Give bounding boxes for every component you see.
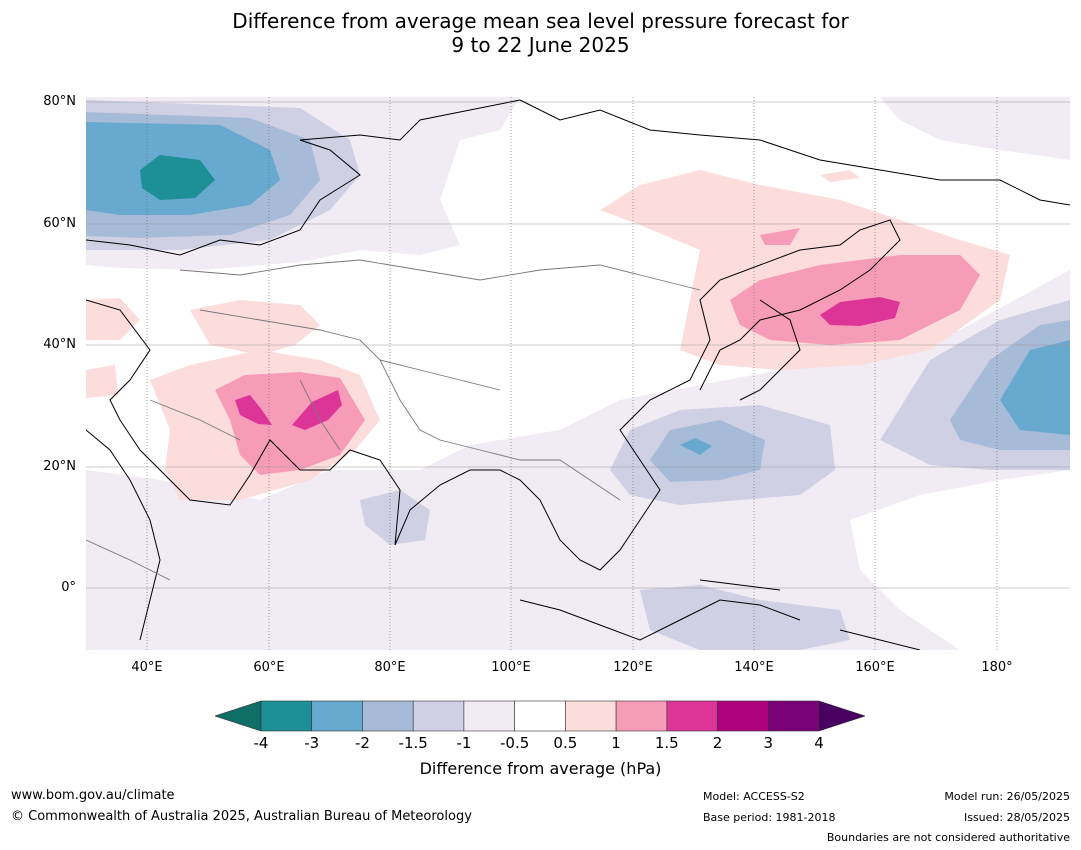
anomaly-region-neg05-northeast [880,97,1070,160]
lon-label-40e: 40°E [131,660,163,675]
footer-issued: Issued: 28/05/2025 [963,811,1070,824]
lon-label-80e: 80°E [374,660,406,675]
colorbar-segment [717,700,769,732]
colorbar-tick-label: -0.5 [499,734,530,752]
footer-website: www.bom.gov.au/climate [11,788,175,803]
colorbar-tick-label: -2 [354,734,370,752]
lat-label-20n: 20°N [43,459,76,474]
colorbar [215,700,865,732]
colorbar-tick-label: 2 [712,734,723,752]
title-line-2: 9 to 22 June 2025 [451,33,630,57]
colorbar-segment [615,700,668,732]
anomaly-region-neg1-indonesia [640,585,850,650]
colorbar-tick-label: -1 [456,734,472,752]
footer-disclaimer: Boundaries are not considered authoritat… [826,831,1070,844]
colorbar-segment [311,700,363,732]
anomaly-region-pos1-korea [760,228,800,245]
anomaly-region-pos1-okhotsk [730,255,980,345]
anomaly-region-neg2-central-pacific [1000,340,1070,435]
lon-label-120e: 120°E [613,660,653,675]
anomaly-region-pos15-okhotsk [820,297,900,326]
colorbar-label: Difference from average (hPa) [419,759,662,778]
lon-label-60e: 60°E [253,660,285,675]
colorbar-segment [463,700,515,732]
colorbar-segment [260,700,313,732]
anomaly-region-pos15-iran [235,395,272,425]
anomaly-region-pos05-north [820,170,860,182]
colorbar-tick-label: -1.5 [398,734,428,752]
longitude-gridlines [146,97,998,650]
colorbar-segment [514,700,566,732]
footer-model-run: Model run: 26/05/2025 [944,790,1070,803]
anomaly-region-neg1-bay [360,490,430,545]
anomaly-region-neg3-arctic [140,155,215,200]
colorbar-arrow-high [818,700,865,732]
lat-label-0: 0° [61,580,76,595]
lat-label-40n: 40°N [43,337,76,352]
anomaly-region-neg2-west-pacific [680,438,712,455]
colorbar-segment [666,700,718,732]
lon-label-140e: 140°E [734,660,774,675]
pressure-anomaly-map [86,97,1070,650]
colorbar-segment [362,700,414,732]
lon-label-160e: 160°E [855,660,895,675]
lon-label-180: 180° [981,660,1013,675]
colorbar-segment [767,700,820,732]
colorbar-tick-label: -3 [304,734,320,752]
colorbar-segment [412,700,465,732]
anomaly-region-neutral-pacific [850,470,1070,650]
latitude-gridlines [86,101,1070,589]
country-borders [86,259,701,581]
colorbar-tick-label: 0.5 [553,734,578,752]
lat-label-80n: 80°N [43,94,76,109]
lon-label-100e: 100°E [491,660,531,675]
anomaly-region-pos05-west2 [86,365,118,398]
colorbar-tick-label: 4 [814,734,824,752]
anomaly-region-neg15-west-pacific [650,420,765,482]
title-line-1: Difference from average mean sea level p… [232,9,849,33]
footer-copyright: © Commonwealth of Australia 2025, Austra… [11,809,472,824]
colorbar-arrow-low [215,700,262,732]
lat-label-60n: 60°N [43,216,76,231]
anomaly-region-pos15-pakistan [292,390,342,430]
colorbar-tick-label: 1 [611,734,621,752]
colorbar-tick-label: 1.5 [654,734,679,752]
anomaly-region-pos05-west [86,298,140,340]
coastlines [86,99,1070,650]
colorbar-segment [565,700,617,732]
footer-base-period: Base period: 1981-2018 [703,811,836,824]
colorbar-tick-label: 3 [763,734,774,752]
footer-model: Model: ACCESS-S2 [703,790,805,803]
colorbar-tick-label: -4 [253,734,269,752]
map-title: Difference from average mean sea level p… [0,9,1081,57]
